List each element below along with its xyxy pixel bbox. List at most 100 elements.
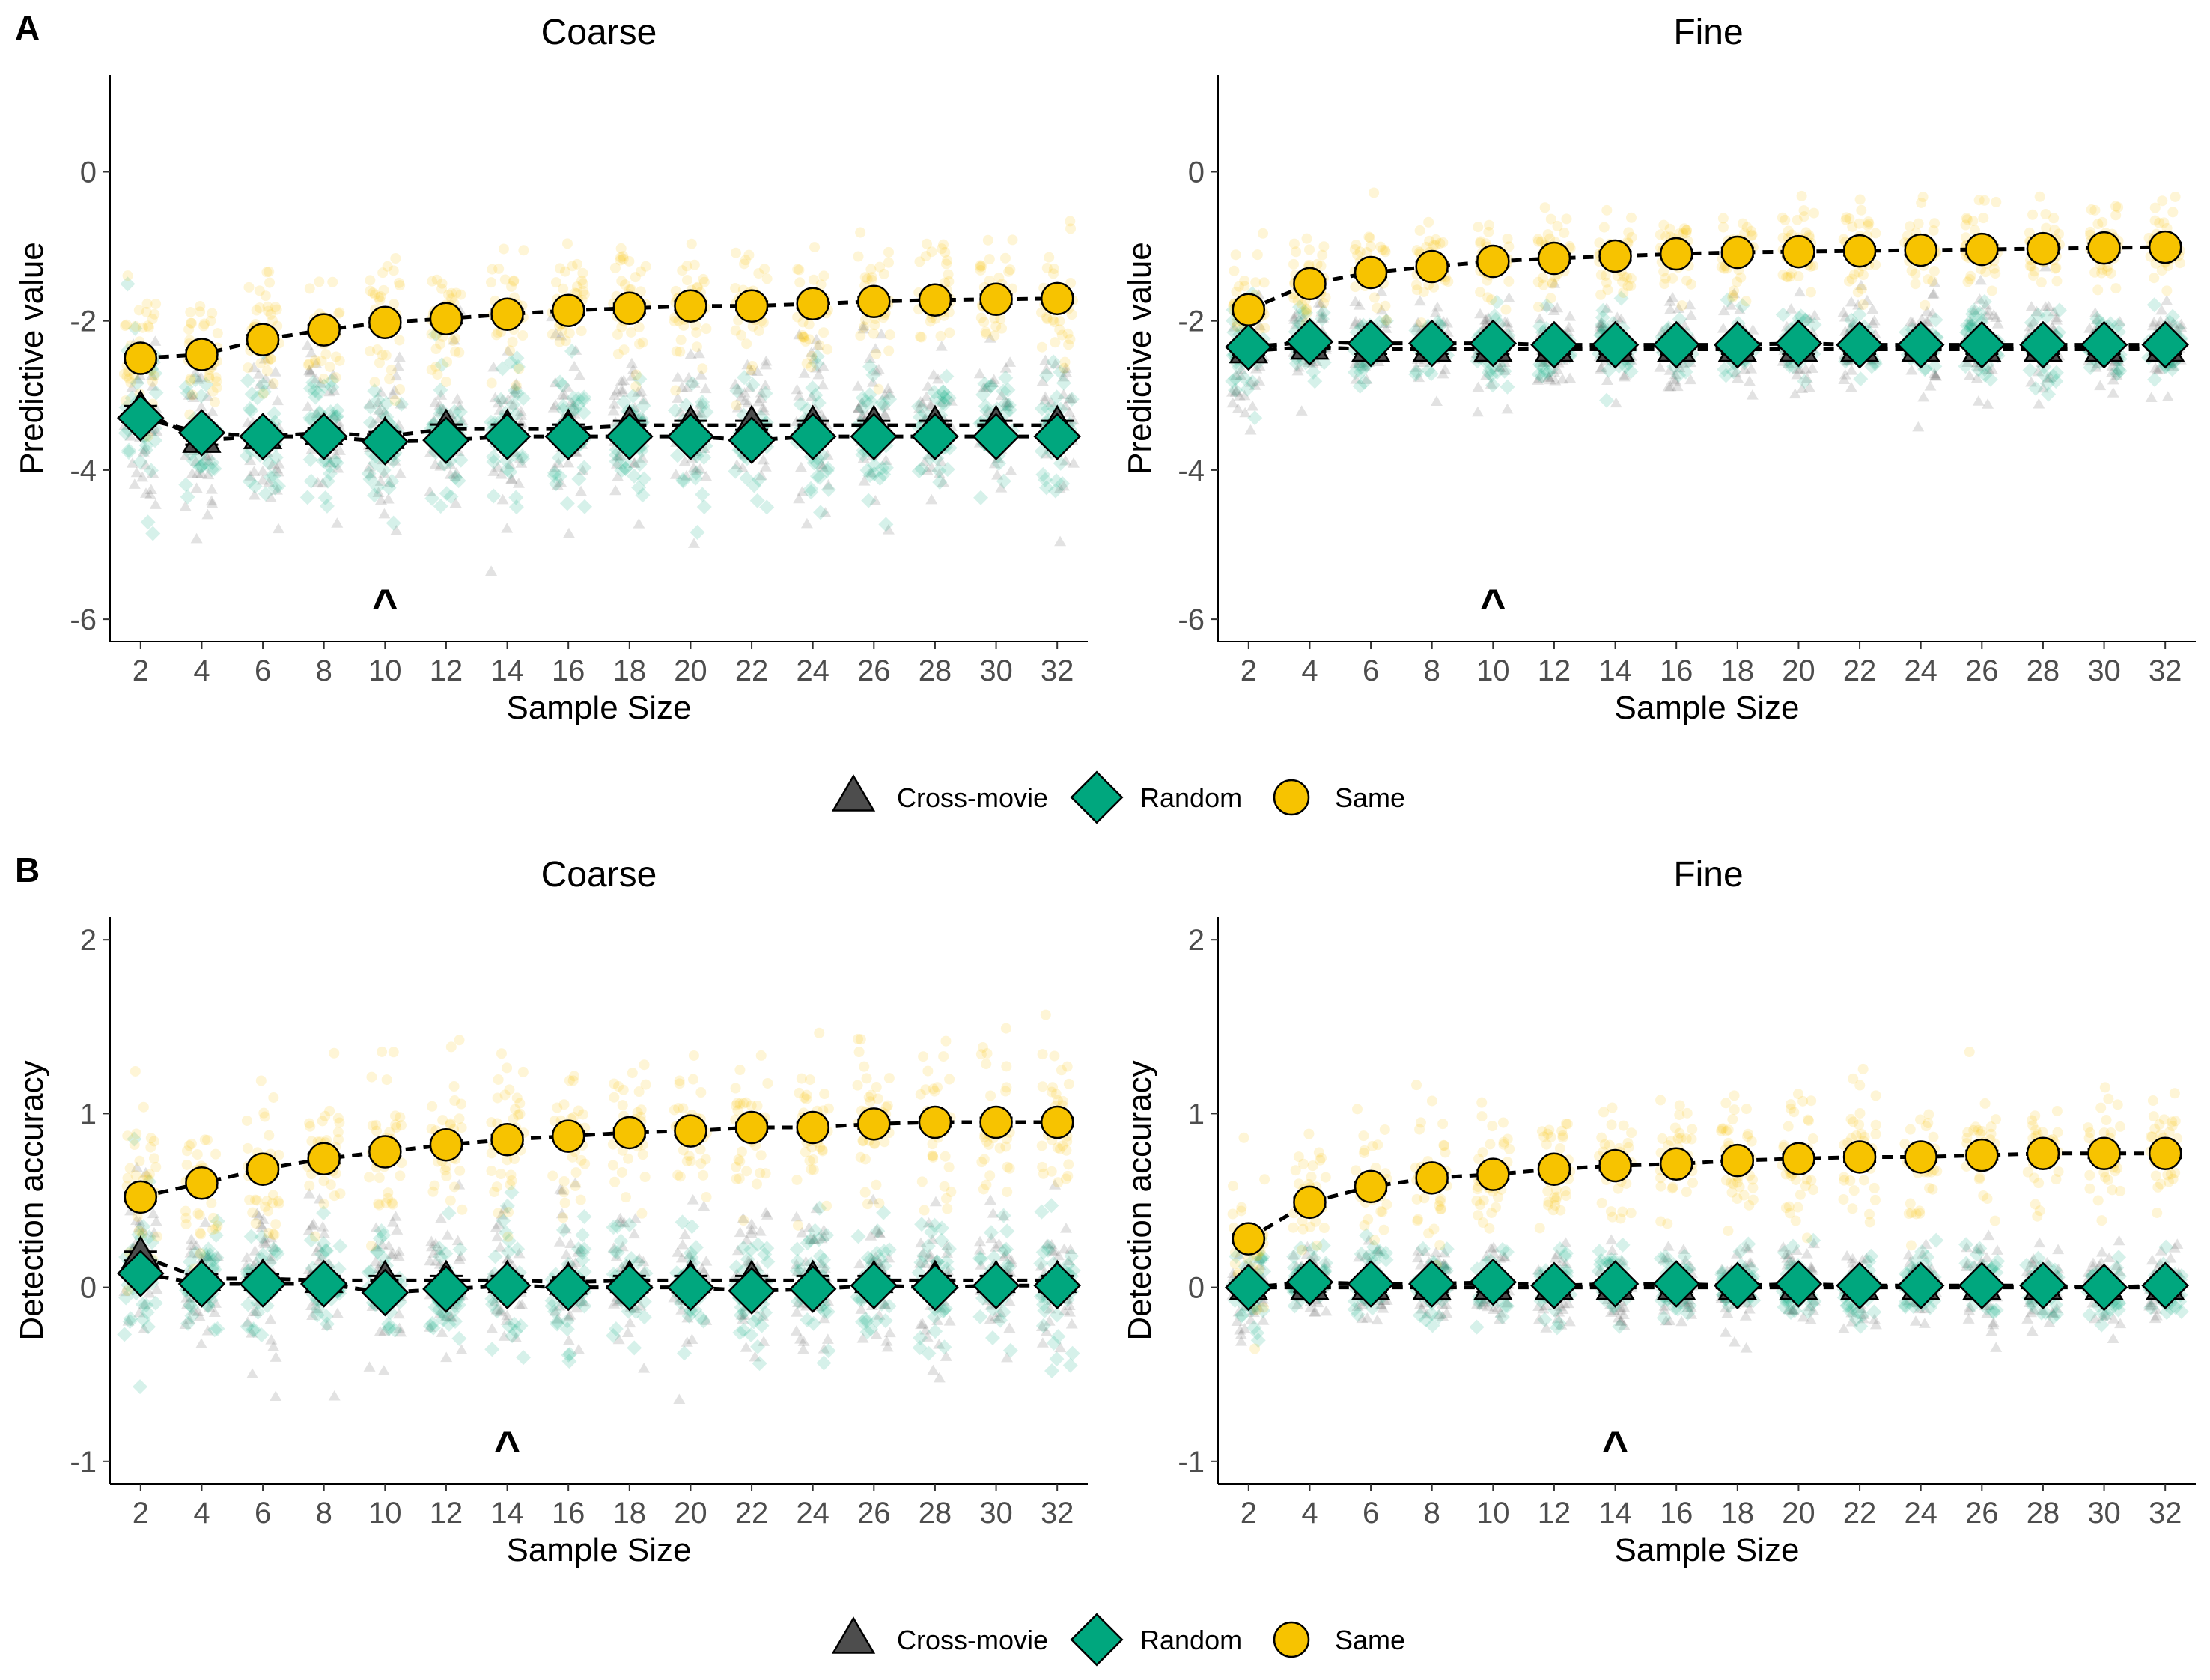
raw-point <box>884 329 895 341</box>
raw-point <box>857 323 870 334</box>
raw-point <box>319 498 335 514</box>
raw-point <box>267 480 283 496</box>
data-point <box>857 284 891 319</box>
raw-point <box>508 276 520 287</box>
y-axis-label: Predictive value <box>1121 242 1158 475</box>
raw-point <box>1746 389 1759 400</box>
raw-point <box>1494 361 1506 372</box>
y-tick-label: -4 <box>1178 454 1205 487</box>
raw-point <box>365 275 376 286</box>
raw-point <box>448 335 459 347</box>
raw-point <box>1048 264 1059 275</box>
raw-point <box>393 351 406 362</box>
raw-point <box>1837 306 1850 317</box>
y-tick-label: 0 <box>80 156 97 189</box>
raw-point <box>1059 400 1072 411</box>
raw-point <box>1732 276 1743 287</box>
panel-letter-b: B <box>15 850 40 889</box>
raw-point <box>305 443 318 454</box>
raw-point <box>637 337 648 348</box>
raw-point <box>734 391 747 402</box>
raw-point <box>863 394 879 410</box>
raw-point <box>815 279 827 290</box>
raw-point <box>989 330 1000 341</box>
raw-point <box>363 1361 376 1372</box>
raw-point <box>327 410 340 421</box>
raw-point <box>1625 212 1637 223</box>
raw-point <box>2041 372 2054 383</box>
raw-point <box>921 464 934 475</box>
raw-point <box>609 454 624 469</box>
raw-point <box>681 275 692 286</box>
raw-point <box>855 401 871 416</box>
raw-point <box>975 260 986 271</box>
raw-point <box>752 395 765 407</box>
raw-point <box>335 1188 346 1199</box>
raw-point <box>1676 300 1687 311</box>
raw-point <box>270 302 281 313</box>
x-tick-label: 18 <box>613 654 647 687</box>
raw-point <box>1229 265 1240 276</box>
raw-point <box>395 1170 406 1181</box>
raw-point <box>943 1315 956 1326</box>
raw-point <box>999 252 1011 264</box>
raw-point <box>636 398 651 413</box>
raw-point <box>450 467 463 478</box>
raw-point <box>875 398 891 413</box>
raw-point <box>576 389 592 405</box>
raw-point <box>751 365 764 377</box>
raw-point <box>1803 313 1815 323</box>
data-point <box>490 297 524 331</box>
raw-point <box>121 442 137 458</box>
data-point <box>422 416 470 464</box>
raw-point <box>936 384 952 400</box>
raw-point <box>632 457 648 472</box>
raw-point <box>856 410 869 421</box>
raw-point <box>178 379 194 395</box>
raw-point <box>1230 249 1241 261</box>
raw-point <box>701 323 712 335</box>
raw-point <box>738 387 751 398</box>
raw-point <box>1063 392 1076 404</box>
raw-point <box>122 270 133 281</box>
raw-point <box>427 414 440 425</box>
raw-point <box>746 478 762 493</box>
raw-point <box>369 479 385 495</box>
raw-point <box>1972 361 1985 372</box>
raw-point <box>303 364 316 375</box>
raw-point <box>510 378 523 389</box>
raw-point <box>1845 365 1858 375</box>
data-point <box>674 289 707 323</box>
raw-point <box>1423 216 1434 228</box>
x-tick-label: 24 <box>1904 654 1937 687</box>
raw-point <box>195 458 210 474</box>
raw-point <box>1059 356 1071 368</box>
raw-point <box>675 472 691 487</box>
raw-point <box>454 1165 466 1176</box>
raw-point <box>615 252 627 263</box>
raw-point <box>375 291 386 302</box>
raw-point <box>1501 403 1514 414</box>
raw-point <box>670 285 681 296</box>
raw-point <box>434 357 450 373</box>
raw-point <box>1927 276 1938 287</box>
raw-point <box>818 270 829 281</box>
raw-point <box>868 328 879 339</box>
raw-point <box>1717 222 1729 233</box>
raw-point <box>1852 299 1865 310</box>
raw-point <box>427 276 438 287</box>
raw-point <box>369 377 380 388</box>
raw-point <box>444 469 457 479</box>
raw-point <box>257 465 270 476</box>
raw-point <box>554 336 565 347</box>
raw-point <box>874 395 890 410</box>
raw-point <box>975 387 991 403</box>
raw-point <box>1857 299 1869 311</box>
raw-point <box>373 413 386 424</box>
raw-point <box>624 255 635 267</box>
raw-point <box>133 305 144 316</box>
raw-point <box>1777 212 1788 223</box>
raw-point <box>140 514 156 530</box>
raw-point <box>570 397 586 413</box>
raw-point <box>576 464 589 475</box>
